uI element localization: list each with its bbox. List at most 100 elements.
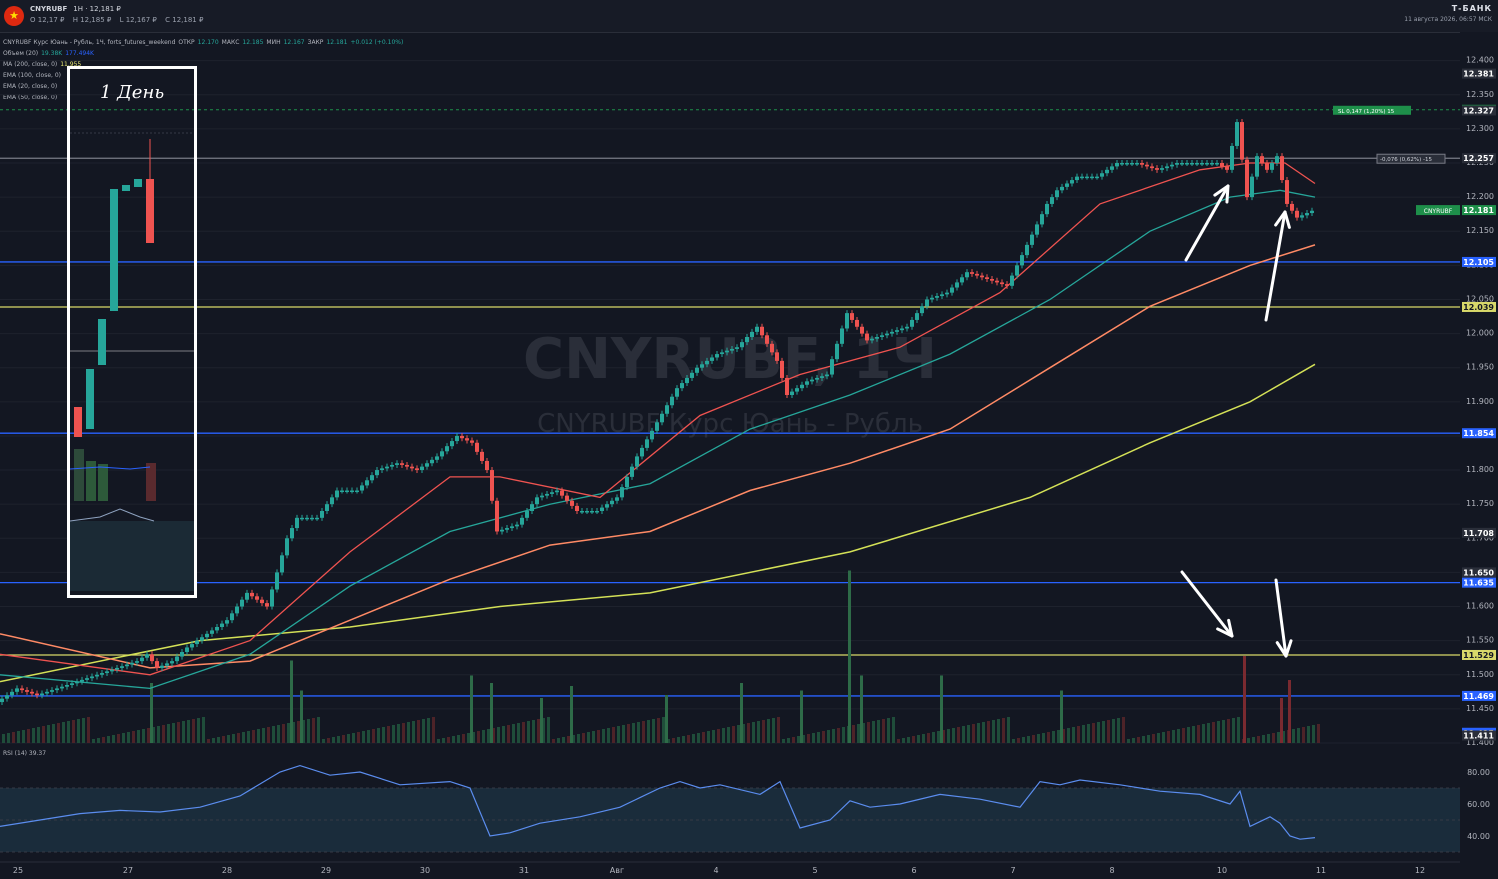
legend-ma200-row[interactable]: MA (200, close, 0) 11.955 (3, 61, 82, 68)
candle-body (675, 388, 679, 397)
volume-bar (237, 733, 240, 743)
candle-body (465, 438, 469, 441)
candle-body (1015, 265, 1019, 276)
legend-ema20-row[interactable]: EMA (20, close, 0) (3, 83, 58, 90)
candle-body (905, 326, 909, 329)
candle-body (820, 376, 824, 378)
candle-body (1190, 163, 1194, 165)
sl-tag: SL 0,147 (1,20%) 15 (1338, 109, 1395, 115)
candle-body (845, 313, 849, 329)
volume-spike (1288, 680, 1291, 743)
candle-body (30, 691, 34, 694)
rsi-pane: 80.00 60.00 40.00 RSI (14) 39.37 (0, 750, 1490, 853)
price-label: 11.411 (1463, 731, 1494, 740)
volume-bar (337, 736, 340, 743)
volume-bar (37, 727, 40, 743)
volume-bar (722, 728, 725, 743)
volume-bar (247, 731, 250, 743)
volume-bar (302, 720, 305, 743)
symbol-tag: CNYRUBF (1424, 208, 1453, 215)
volume-bar (1112, 719, 1115, 743)
volume-bar (1247, 738, 1250, 743)
volume-bar (567, 736, 570, 743)
volume-bar (782, 739, 785, 743)
price-tick: 11.900 (1466, 397, 1494, 406)
volume-bar (557, 738, 560, 743)
volume-bar (1227, 719, 1230, 743)
candle-body (575, 505, 579, 511)
candle-body (555, 490, 559, 493)
volume-bar (192, 719, 195, 743)
volume-bar (32, 728, 35, 743)
volume-bar (977, 723, 980, 743)
volume-bar (322, 739, 325, 743)
candle-body (125, 664, 129, 667)
volume-spike (290, 660, 293, 743)
volume-bar (157, 726, 160, 743)
volume-bar (412, 721, 415, 743)
price-tick: 11.750 (1466, 499, 1494, 508)
price-tick: 12.150 (1466, 226, 1494, 235)
legend-volume-row[interactable]: Объем (20) 19.38K 177.494K (3, 50, 94, 57)
candle-body (900, 328, 904, 331)
candle-body (1165, 166, 1169, 169)
candle-body (1195, 163, 1199, 165)
volume-bar (152, 727, 155, 743)
price-label-bg (1462, 690, 1496, 701)
candle-body (460, 435, 464, 439)
brand-logo: Т-БАНК (1451, 4, 1492, 13)
volume-bar (347, 734, 350, 743)
volume-bar (542, 718, 545, 743)
volume-spike (300, 690, 303, 743)
volume-bar (1237, 717, 1240, 743)
volume-bar (1267, 734, 1270, 743)
volume-bar (1277, 732, 1280, 743)
price-label-bg (1462, 256, 1496, 267)
candle-body (980, 275, 984, 278)
volume-bar (42, 726, 45, 743)
ema100-line (0, 244, 1316, 669)
legend-ema100-row[interactable]: EMA (100, close, 0) (3, 72, 62, 79)
candle-body (565, 495, 569, 501)
volume-bar (1312, 725, 1315, 743)
candle-body (830, 359, 834, 375)
volume-bar (92, 739, 95, 743)
volume-bar (212, 738, 215, 743)
candle-body (720, 352, 724, 355)
moving-averages (0, 162, 1316, 690)
volume-bar (912, 736, 915, 743)
volume-bar (277, 725, 280, 743)
arrow-head (1283, 210, 1291, 229)
candle-body (725, 350, 729, 353)
volume-bar (177, 722, 180, 743)
candle-body (810, 379, 814, 382)
volume-bar (1317, 724, 1320, 743)
candle-body (480, 451, 484, 461)
volume-bar (102, 737, 105, 743)
symbol-info[interactable]: CNYRUBF 1H · 12,181 ₽ (30, 5, 121, 13)
candle-body (780, 360, 784, 378)
annotation-arrows (1180, 184, 1293, 658)
volume-bar (207, 739, 210, 743)
volume-bar (72, 720, 75, 743)
price-tick: 11.400 (1466, 738, 1494, 747)
arrow-head (1227, 618, 1234, 638)
price-label: 12.039 (1463, 303, 1494, 312)
candle-body (1220, 163, 1224, 167)
volume-bar (1272, 733, 1275, 743)
candle-body (105, 671, 109, 674)
volume-bar (622, 725, 625, 743)
time-tick: 4 (713, 866, 718, 875)
candle-body (290, 528, 294, 539)
volume-bar (17, 731, 20, 743)
candle-body (455, 435, 459, 442)
legend-ema50-row[interactable]: EMA (50, close, 0) (3, 94, 58, 101)
candle-body (205, 633, 209, 638)
volume-bar (62, 722, 65, 743)
volume-bar (1042, 733, 1045, 743)
candle-body (585, 511, 589, 513)
volume-spike (860, 675, 863, 743)
volume-spike (800, 690, 803, 743)
volume-bar (877, 720, 880, 743)
